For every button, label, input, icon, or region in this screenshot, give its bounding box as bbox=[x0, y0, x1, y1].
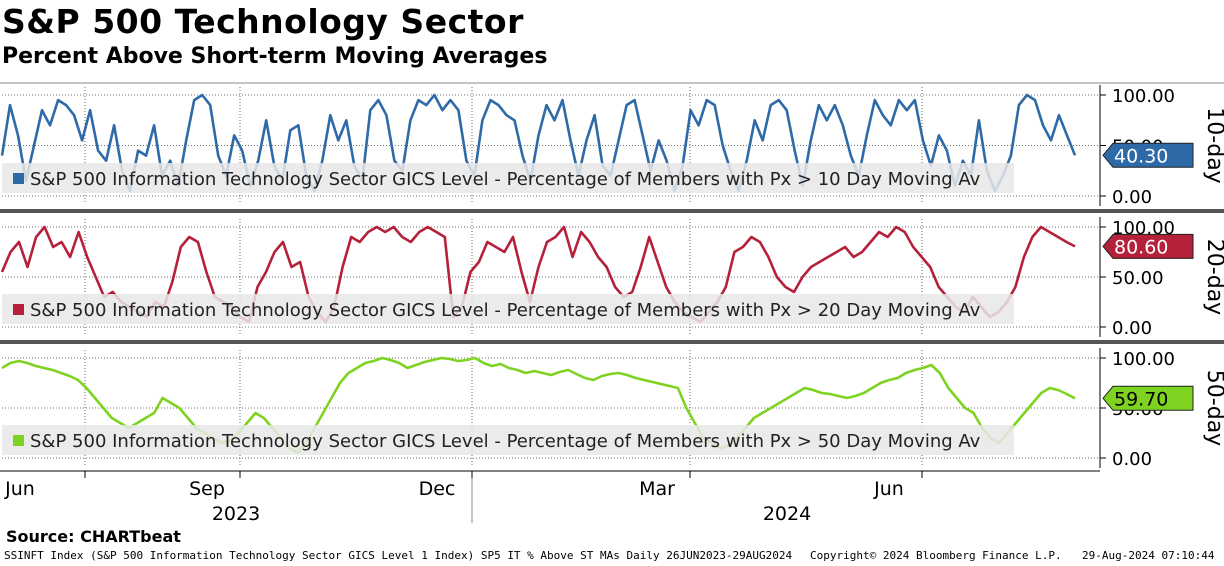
y-tick-label: 100.00 bbox=[1112, 349, 1175, 370]
year-label: 2024 bbox=[763, 503, 811, 525]
legend-box bbox=[2, 294, 1014, 324]
last-value-label: 59.70 bbox=[1114, 388, 1168, 410]
axis-label-50-day: 50-day bbox=[1202, 370, 1224, 446]
y-tick-label: 100.00 bbox=[1112, 86, 1175, 107]
series-line-50-day bbox=[1, 356, 1076, 455]
source-note: Source: CHARTbeat bbox=[6, 527, 181, 546]
footer-index-info: SSINFT Index (S&P 500 Information Techno… bbox=[4, 549, 793, 562]
y-tick-label: 0.00 bbox=[1112, 318, 1152, 339]
legend-box bbox=[2, 425, 1014, 455]
axis-label-10-day: 10-day bbox=[1202, 107, 1224, 183]
chart-title: S&P 500 Technology Sector bbox=[2, 2, 524, 41]
legend-box bbox=[2, 163, 1014, 193]
y-tick-label: 0.00 bbox=[1112, 449, 1152, 470]
x-tick-label: Jun bbox=[4, 478, 35, 500]
x-tick-label: Sep bbox=[189, 478, 225, 500]
x-tick-label: Dec bbox=[419, 478, 456, 500]
footer-copyright: Copyright© 2024 Bloomberg Finance L.P. bbox=[810, 549, 1062, 562]
legend-swatch bbox=[13, 435, 24, 446]
legend-label: S&P 500 Information Technology Sector GI… bbox=[30, 431, 981, 452]
last-value-label: 40.30 bbox=[1114, 145, 1168, 167]
last-value-tag bbox=[1102, 142, 1194, 168]
legend-swatch bbox=[13, 173, 24, 184]
legend-label: S&P 500 Information Technology Sector GI… bbox=[30, 169, 981, 190]
last-value-tag bbox=[1102, 385, 1194, 411]
last-value-tag bbox=[1102, 233, 1194, 259]
year-label: 2023 bbox=[212, 503, 260, 525]
chart-subtitle: Percent Above Short-term Moving Averages bbox=[2, 44, 548, 69]
legend-label: S&P 500 Information Technology Sector GI… bbox=[30, 300, 981, 321]
x-tick-label: Mar bbox=[639, 478, 675, 500]
y-tick-label: 50.00 bbox=[1112, 268, 1164, 289]
y-tick-label: 0.00 bbox=[1112, 187, 1152, 208]
footer-timestamp: 29-Aug-2024 07:10:44 bbox=[1082, 549, 1215, 562]
legend-swatch bbox=[13, 304, 24, 315]
x-tick-label: Jun bbox=[873, 478, 904, 500]
series-line-20-day bbox=[0, 225, 1076, 324]
y-tick-label: 100.00 bbox=[1112, 218, 1175, 239]
axis-label-20-day: 20-day bbox=[1202, 239, 1224, 315]
last-value-label: 80.60 bbox=[1114, 236, 1168, 258]
